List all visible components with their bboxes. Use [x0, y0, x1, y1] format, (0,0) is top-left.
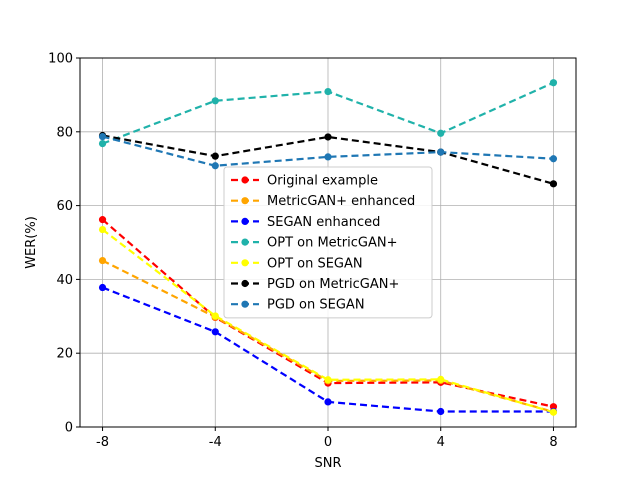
data-point [98, 140, 107, 148]
data-point [437, 129, 445, 137]
legend-swatch-marker [241, 279, 249, 288]
legend-swatch-marker [241, 217, 249, 225]
data-point [211, 162, 219, 170]
data-point [549, 408, 558, 416]
x-tick-label: -8 [96, 435, 109, 450]
data-point [324, 87, 332, 96]
y-tick-label: 80 [56, 125, 73, 140]
data-point [549, 79, 558, 87]
series-pgd-on-segan [98, 132, 558, 170]
legend: Original example MetricGAN+ enhanced SEGAN… [223, 166, 433, 319]
data-point [98, 216, 107, 224]
data-point [211, 312, 219, 320]
y-tick-label: 20 [56, 347, 73, 362]
data-point [98, 256, 107, 265]
legend-label: MetricGAN+ enhanced [267, 194, 415, 209]
x-tick-label: 8 [549, 435, 557, 450]
series-line [102, 135, 554, 167]
data-point [98, 225, 107, 234]
legend-swatch-marker [241, 300, 249, 308]
legend-swatch-marker [241, 238, 249, 246]
series-line [101, 228, 554, 414]
legend-label: PGD on MetricGAN+ [267, 277, 399, 292]
data-point [211, 328, 219, 336]
data-point [98, 132, 107, 141]
data-point [324, 376, 332, 384]
legend-label: OPT on MetricGAN+ [267, 236, 397, 251]
data-point [211, 152, 219, 160]
data-point [324, 133, 332, 141]
legend-swatch-marker [241, 259, 249, 267]
data-point [211, 97, 219, 105]
y-tick-label: 100 [48, 52, 73, 67]
x-tick-label: -4 [209, 435, 222, 450]
x-tick-label: 0 [324, 435, 332, 450]
legend-entry: PGD on MetricGAN+ [231, 277, 399, 292]
y-tick-label: 40 [56, 273, 73, 288]
legend-entry: PGD on SEGAN [231, 298, 365, 313]
data-point [324, 398, 332, 406]
legend-box [223, 166, 433, 319]
x-axis-label: SNR [314, 456, 341, 471]
series-opt-on-segan [98, 225, 558, 416]
data-point [549, 180, 558, 188]
legend-label: OPT on SEGAN [267, 256, 363, 271]
legend-entry: SEGAN enhanced [231, 215, 380, 230]
legend-swatch-marker [241, 176, 249, 184]
legend-label: Original example [267, 174, 378, 189]
data-point [437, 148, 445, 156]
data-point [437, 375, 445, 383]
legend-label: PGD on SEGAN [267, 298, 365, 313]
y-axis-label: WER(%) [24, 216, 39, 269]
legend-label: SEGAN enhanced [267, 215, 380, 230]
legend-entry: MetricGAN+ enhanced [231, 194, 415, 209]
legend-swatch-marker [241, 197, 249, 205]
data-point [324, 153, 332, 161]
x-tick-label: 4 [437, 435, 445, 450]
data-point [437, 407, 445, 416]
legend-entry: Original example [231, 174, 378, 189]
y-tick-label: 60 [56, 199, 73, 214]
legend-entry: OPT on SEGAN [231, 256, 363, 271]
series-opt-on-metricgan [98, 79, 558, 148]
series-layer [98, 79, 558, 416]
legend-entry: OPT on MetricGAN+ [231, 236, 397, 251]
y-tick-label: 0 [65, 421, 73, 436]
data-point [549, 155, 558, 163]
data-point [98, 283, 107, 292]
